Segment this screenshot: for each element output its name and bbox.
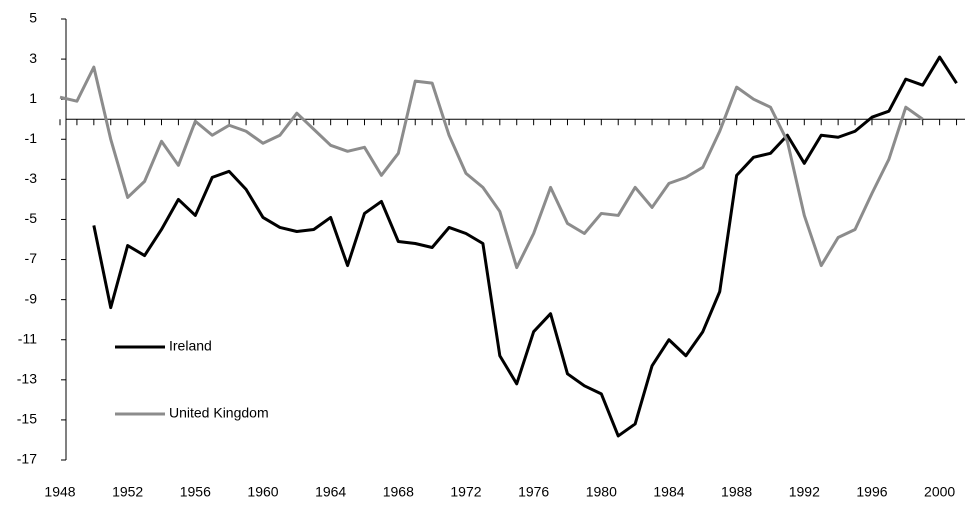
y-tick-label: -9 xyxy=(25,290,38,306)
x-tick-label: 2000 xyxy=(924,484,955,500)
y-tick-label: -15 xyxy=(17,411,37,427)
y-tick-label: 3 xyxy=(29,50,37,66)
y-tick-label: -5 xyxy=(25,210,38,226)
x-tick-label: 1956 xyxy=(180,484,211,500)
x-tick-label: 1960 xyxy=(247,484,278,500)
x-tick-label: 1968 xyxy=(383,484,414,500)
series-line xyxy=(59,65,924,270)
x-tick-label: 1992 xyxy=(789,484,820,500)
y-tick-label: -3 xyxy=(25,170,38,186)
x-tick-label: 1964 xyxy=(315,484,346,500)
x-tick-label: 1972 xyxy=(450,484,481,500)
x-tick-label: 1952 xyxy=(112,484,143,500)
y-tick-label: -17 xyxy=(17,451,37,467)
x-tick-label: 1980 xyxy=(586,484,617,500)
y-tick-label: -7 xyxy=(25,250,38,266)
y-tick-label: 1 xyxy=(29,90,37,106)
y-tick-label: 5 xyxy=(29,10,37,26)
legend-label: Ireland xyxy=(169,338,212,354)
x-tick-label: 1976 xyxy=(518,484,549,500)
series-line xyxy=(92,55,958,438)
legend-label: United Kingdom xyxy=(169,405,269,421)
x-tick-label: 1948 xyxy=(44,484,75,500)
x-tick-label: 1988 xyxy=(721,484,752,500)
x-tick-label: 1996 xyxy=(856,484,887,500)
y-tick-label: -11 xyxy=(18,330,37,346)
x-tick-label: 1984 xyxy=(653,484,684,500)
y-tick-label: -1 xyxy=(25,130,38,146)
y-tick-label: -13 xyxy=(17,371,37,387)
